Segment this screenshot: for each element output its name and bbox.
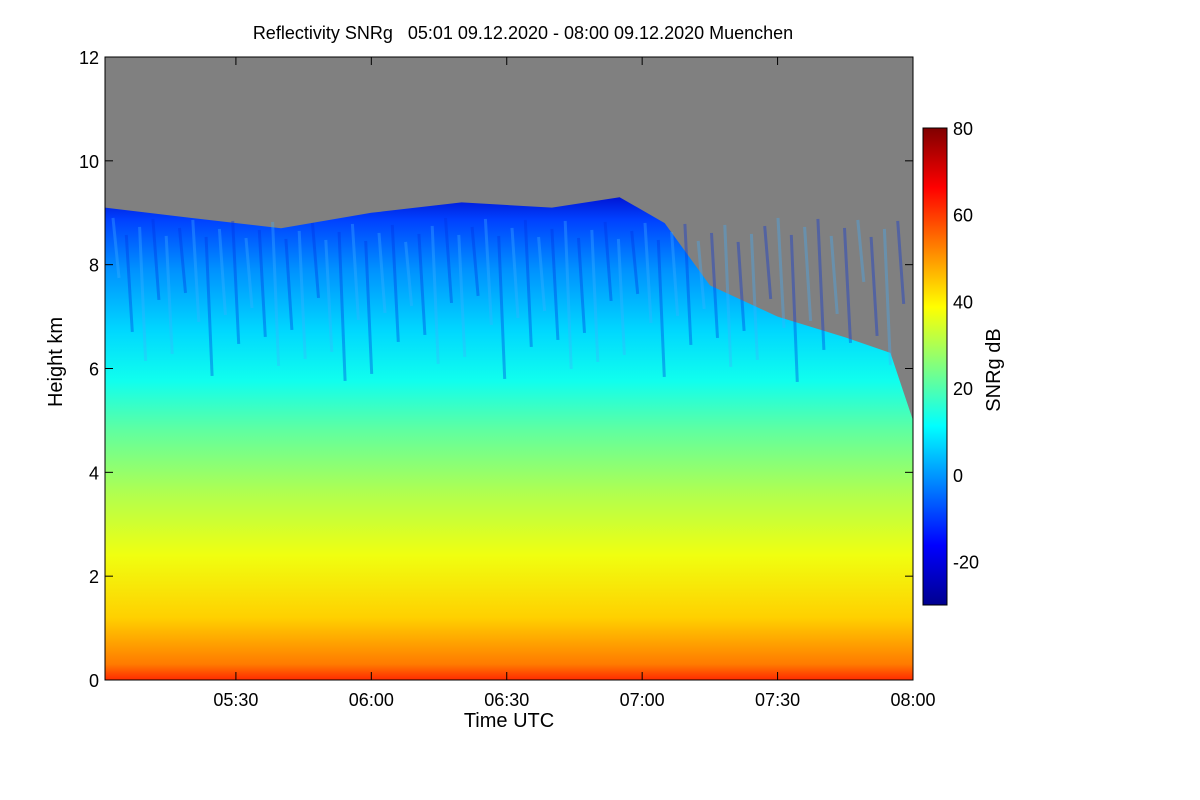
echo-streak — [257, 229, 267, 338]
echo-streak — [816, 218, 826, 351]
echo-streak — [670, 231, 680, 317]
y-tick-label: 4 — [89, 463, 99, 483]
echo-streak — [843, 227, 852, 344]
echo-streak — [457, 234, 467, 358]
echo-streak — [178, 227, 187, 294]
colorbar-scale — [922, 127, 948, 606]
colorbar-ticks: -20 0 20 40 60 80 — [953, 119, 979, 573]
echo-streak — [364, 240, 374, 375]
echo-streak — [643, 222, 653, 324]
y-axis: 0 2 4 6 8 10 12 — [79, 48, 913, 691]
x-axis-label: Time UTC — [464, 710, 554, 732]
echo-streak — [723, 224, 733, 368]
echo-streak — [217, 228, 227, 316]
echo-streak — [430, 225, 440, 365]
echo-streak — [537, 236, 547, 312]
x-tick-label: 05:30 — [213, 690, 258, 710]
y-tick-label: 8 — [89, 256, 99, 276]
echo-streak — [590, 229, 600, 363]
echo-streak — [284, 238, 294, 331]
echo-streak — [191, 219, 201, 323]
echo-streak — [869, 236, 879, 337]
echo-streak — [311, 222, 320, 299]
x-tick-label: 07:00 — [620, 690, 665, 710]
echo-streak — [271, 221, 281, 367]
echo-streak — [138, 226, 148, 362]
echo-streak — [510, 227, 520, 319]
colorbar-label: SNRg dB — [983, 328, 1005, 411]
x-tick-label: 07:30 — [755, 690, 800, 710]
echo-streak — [763, 225, 773, 300]
colorbar: -20 0 20 40 60 80 SNRg dB — [922, 119, 1005, 606]
echo-streak — [803, 226, 813, 322]
echo-streak — [377, 232, 387, 314]
echo-streak — [683, 223, 693, 346]
echo-streak — [603, 221, 613, 302]
x-axis: 05:30 06:00 06:30 07:00 07:30 08:00 — [213, 57, 936, 710]
echo-streak — [151, 218, 161, 301]
echo-streak — [324, 239, 334, 353]
echo-streak — [829, 235, 839, 315]
colorbar-tick-label: 20 — [953, 379, 973, 399]
echo-streak — [896, 220, 906, 305]
echo-streak — [710, 232, 719, 339]
echo-streak — [882, 228, 892, 366]
echo-streak — [630, 230, 640, 295]
y-tick-label: 12 — [79, 48, 99, 68]
echo-streak — [776, 217, 786, 329]
y-axis-label: Height km — [45, 317, 67, 407]
echo-streak — [656, 239, 666, 378]
y-tick-label: 6 — [89, 360, 99, 380]
colorbar-tick-label: -20 — [953, 553, 979, 573]
echo-streak — [577, 237, 586, 334]
echo-streak — [204, 236, 214, 377]
echo-streak — [111, 217, 121, 279]
chart-title: Reflectivity SNRg 05:01 09.12.2020 - 08:… — [253, 23, 793, 43]
colorbar-tick-label: 60 — [953, 206, 973, 226]
echo-streak — [563, 220, 573, 370]
echo-streak — [550, 228, 560, 341]
echo-streak — [244, 237, 254, 309]
x-tick-label: 06:00 — [349, 690, 394, 710]
echo-streak — [337, 231, 347, 382]
y-tick-label: 2 — [89, 567, 99, 587]
echo-streak — [736, 241, 746, 332]
echo-streak — [856, 219, 866, 283]
echo-streak — [231, 220, 241, 345]
echo-streak — [164, 235, 174, 355]
echo-streak — [390, 224, 400, 343]
echo-streak — [749, 233, 759, 361]
echo-streak — [417, 233, 427, 336]
echo-streak — [497, 235, 507, 380]
echo-streak — [616, 238, 626, 356]
echo-streak — [350, 223, 360, 321]
echo-streak — [444, 217, 453, 304]
y-tick-label: 10 — [79, 152, 99, 172]
x-tick-label: 08:00 — [890, 690, 935, 710]
y-tick-label: 0 — [89, 671, 99, 691]
echo-streak — [696, 240, 706, 310]
echo-streaks — [111, 217, 906, 383]
echo-streak — [470, 226, 480, 297]
echo-streak — [404, 241, 414, 307]
colorbar-tick-label: 80 — [953, 119, 973, 139]
echo-streak — [789, 234, 799, 383]
colorbar-tick-label: 40 — [953, 292, 973, 312]
echo-streak — [297, 230, 307, 360]
heatmap-area — [105, 57, 913, 680]
echo-streak — [523, 219, 533, 348]
colorbar-tick-label: 0 — [953, 466, 963, 486]
echo-streak — [483, 218, 493, 326]
x-tick-label: 06:30 — [484, 690, 529, 710]
echo-streak — [124, 234, 134, 333]
echo-region — [105, 197, 913, 680]
